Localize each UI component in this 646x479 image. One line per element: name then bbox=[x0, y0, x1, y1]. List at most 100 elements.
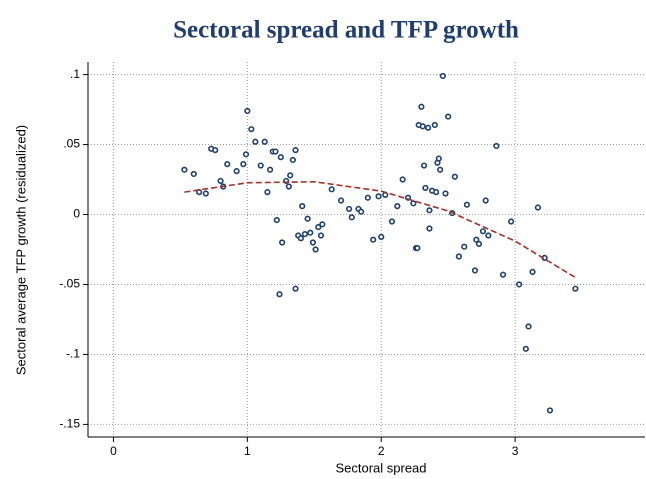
point bbox=[426, 225, 433, 232]
point bbox=[273, 217, 280, 224]
point bbox=[190, 170, 197, 178]
point bbox=[242, 151, 250, 158]
point bbox=[276, 291, 283, 298]
point bbox=[261, 138, 268, 145]
y-axis-label: Sectoral average TFP growth (residualize… bbox=[13, 125, 28, 375]
point bbox=[419, 123, 426, 130]
fit-line bbox=[184, 180, 576, 279]
point bbox=[244, 107, 251, 115]
point bbox=[309, 239, 317, 246]
point bbox=[317, 232, 325, 239]
point bbox=[248, 126, 255, 133]
point bbox=[304, 215, 311, 222]
point bbox=[410, 200, 417, 207]
chart-title: Sectoral spread and TFP growth bbox=[173, 17, 519, 44]
point bbox=[479, 228, 487, 235]
point bbox=[442, 190, 449, 197]
point bbox=[364, 194, 371, 201]
point bbox=[297, 235, 304, 242]
point bbox=[289, 156, 296, 164]
point bbox=[424, 124, 432, 131]
y-tick-label: -.15 bbox=[59, 417, 80, 431]
point bbox=[299, 203, 306, 210]
point bbox=[414, 245, 421, 252]
x-tick-label: 0 bbox=[110, 444, 117, 458]
point bbox=[451, 173, 458, 180]
y-tick-label: -.05 bbox=[59, 277, 80, 291]
point bbox=[493, 142, 500, 150]
point bbox=[439, 72, 446, 80]
point bbox=[420, 162, 428, 169]
point bbox=[319, 221, 326, 228]
y-tick-label: -.1 bbox=[66, 347, 80, 361]
x-tick-label: 1 bbox=[244, 444, 251, 458]
point bbox=[217, 177, 224, 185]
point bbox=[508, 218, 515, 225]
point bbox=[378, 233, 385, 241]
point bbox=[240, 161, 247, 168]
point bbox=[499, 271, 507, 278]
point bbox=[525, 323, 532, 330]
point bbox=[292, 147, 299, 154]
point bbox=[422, 184, 429, 192]
point bbox=[445, 113, 452, 120]
point bbox=[482, 197, 489, 204]
point bbox=[337, 197, 345, 204]
point bbox=[399, 176, 406, 183]
point bbox=[426, 207, 433, 214]
point bbox=[328, 186, 335, 193]
point bbox=[388, 218, 396, 225]
point bbox=[522, 345, 529, 352]
point bbox=[266, 166, 274, 173]
point bbox=[375, 193, 382, 200]
point bbox=[475, 240, 483, 248]
point bbox=[345, 205, 353, 213]
point bbox=[461, 243, 468, 250]
point bbox=[181, 166, 188, 173]
x-tick-label: 3 bbox=[512, 444, 519, 458]
point bbox=[418, 103, 425, 110]
point bbox=[394, 203, 401, 210]
point bbox=[358, 208, 365, 215]
x-axis-label: Sectoral spread bbox=[335, 460, 426, 475]
point bbox=[202, 190, 209, 197]
point bbox=[312, 246, 319, 253]
point bbox=[285, 183, 292, 190]
point bbox=[307, 229, 314, 236]
point bbox=[431, 121, 438, 129]
point bbox=[292, 285, 299, 292]
point bbox=[516, 281, 523, 288]
point bbox=[382, 191, 389, 199]
y-tick-label: .05 bbox=[63, 137, 80, 151]
point bbox=[224, 161, 231, 168]
point bbox=[572, 285, 579, 292]
point bbox=[257, 162, 264, 169]
point bbox=[279, 239, 286, 246]
point bbox=[287, 172, 294, 179]
point bbox=[534, 204, 541, 211]
point bbox=[348, 214, 355, 221]
point bbox=[212, 147, 219, 154]
point bbox=[433, 189, 440, 196]
point bbox=[315, 224, 322, 231]
point bbox=[455, 253, 462, 260]
point bbox=[277, 154, 284, 161]
x-tick-label: 2 bbox=[378, 444, 385, 458]
point bbox=[272, 148, 279, 155]
point bbox=[435, 155, 442, 162]
point bbox=[301, 231, 309, 238]
y-tick-label: .1 bbox=[70, 67, 80, 81]
point bbox=[473, 236, 480, 243]
point bbox=[264, 189, 271, 196]
y-tick-label: 0 bbox=[73, 207, 80, 221]
point bbox=[370, 236, 377, 243]
point bbox=[485, 232, 492, 239]
point bbox=[529, 268, 536, 275]
point bbox=[546, 407, 554, 414]
point bbox=[252, 138, 259, 145]
point bbox=[233, 168, 240, 175]
point bbox=[437, 166, 444, 173]
point bbox=[463, 201, 471, 208]
point bbox=[471, 267, 479, 274]
